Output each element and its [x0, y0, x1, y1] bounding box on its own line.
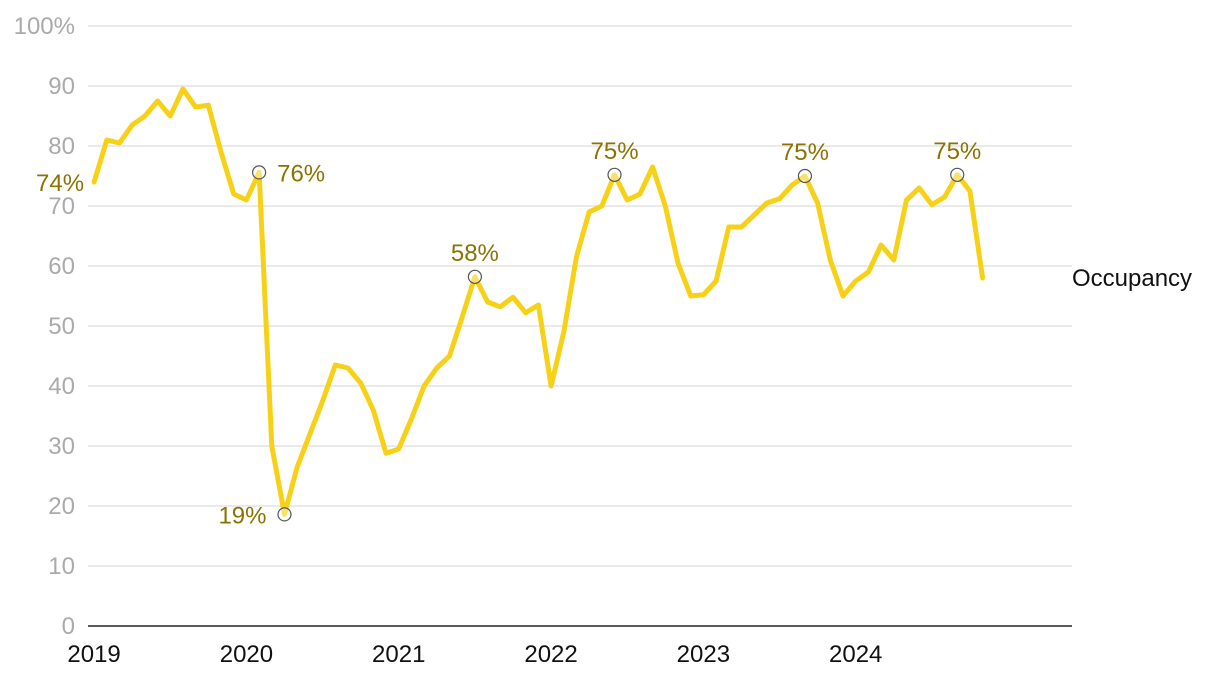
x-tick-label: 2024: [829, 641, 882, 668]
annotation-label: 76%: [277, 160, 325, 187]
y-tick-label: 80: [48, 133, 75, 160]
annotation-label: 75%: [591, 138, 639, 165]
annotation-label: 19%: [218, 502, 266, 529]
annotation-marker: [467, 269, 482, 284]
y-tick-label: 50: [48, 313, 75, 340]
y-tick-label: 60: [48, 253, 75, 280]
annotation-marker: [797, 168, 813, 184]
annotation-label: 58%: [451, 240, 499, 267]
y-axis-ticks: 0 10 20 30 40 50 60 70 80 90 100%: [14, 13, 75, 640]
x-tick-label: 2023: [677, 641, 730, 668]
y-tick-label: 90: [48, 73, 75, 100]
y-tick-label: 0: [62, 613, 75, 640]
annotation-marker: [607, 167, 622, 182]
annotation-label: 75%: [781, 139, 829, 166]
x-tick-label: 2020: [220, 641, 273, 668]
annotation-marker: [252, 165, 267, 180]
y-tick-label: 100%: [14, 13, 75, 40]
y-tick-label: 20: [48, 493, 75, 520]
annotations: 74% 76% 19% 58% 75% 75% 75%: [36, 138, 981, 530]
y-tick-label: 30: [48, 433, 75, 460]
x-tick-label: 2022: [524, 641, 577, 668]
x-tick-label: 2019: [67, 641, 120, 668]
y-tick-label: 10: [48, 553, 75, 580]
y-tick-label: 40: [48, 373, 75, 400]
annotation-label: 75%: [933, 138, 981, 165]
gridlines: [88, 25, 1072, 567]
annotation-marker: [277, 507, 292, 522]
series-line-occupancy: [91, 86, 986, 517]
x-tick-label: 2021: [372, 641, 425, 668]
series-label-occupancy: Occupancy: [1072, 265, 1192, 292]
series-layer: Occupancy: [91, 86, 1192, 517]
x-axis-ticks: 2019 2020 2021 2022 2023 2024: [67, 641, 882, 668]
annotation-marker: [950, 167, 965, 182]
annotation-label: 74%: [36, 170, 84, 197]
y-tick-label: 70: [48, 193, 75, 220]
